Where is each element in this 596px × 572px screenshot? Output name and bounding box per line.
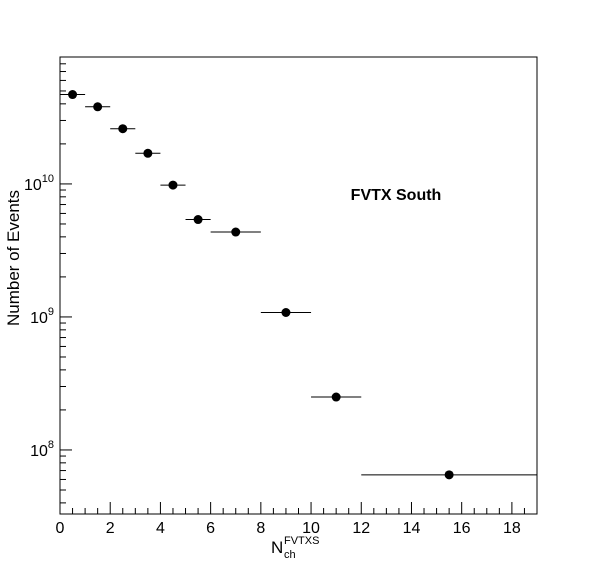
data-point [331, 392, 341, 402]
x-tick-label: 16 [453, 520, 471, 537]
x-tick-label: 8 [256, 520, 265, 537]
data-point [143, 148, 153, 158]
x-tick-label: 14 [403, 520, 421, 537]
x-tick-label: 2 [106, 520, 115, 537]
y-tick-label: 1010 [24, 173, 54, 194]
y-tick-label: 109 [30, 306, 54, 327]
data-point [281, 307, 291, 317]
x-axis-label-sup: FVTXS [284, 535, 319, 547]
x-axis-label-sub: ch [284, 549, 296, 561]
data-point [444, 470, 454, 480]
data-point [231, 227, 241, 237]
data-point [118, 124, 128, 134]
annotation-label: FVTX South [351, 187, 442, 204]
x-axis-ticks: 0 2 4 6 8 10 12 14 16 18 [56, 502, 538, 537]
x-tick-label: 0 [56, 520, 65, 537]
data-marks [60, 90, 537, 480]
y-axis-label: Number of Events [4, 190, 23, 326]
y-tick-label: 108 [30, 439, 54, 460]
x-tick-label: 6 [206, 520, 215, 537]
plot-frame [59, 56, 538, 515]
x-tick-label: 4 [156, 520, 165, 537]
x-tick-label: 12 [352, 520, 370, 537]
x-tick-label: 10 [302, 520, 320, 537]
data-point [193, 215, 203, 225]
data-point [93, 102, 103, 112]
x-tick-label: 18 [503, 520, 521, 537]
y-axis-ticks: 108 109 1010 [24, 56, 72, 504]
x-axis-label-main: N [271, 538, 283, 557]
data-point [168, 180, 178, 190]
data-point [68, 90, 78, 100]
